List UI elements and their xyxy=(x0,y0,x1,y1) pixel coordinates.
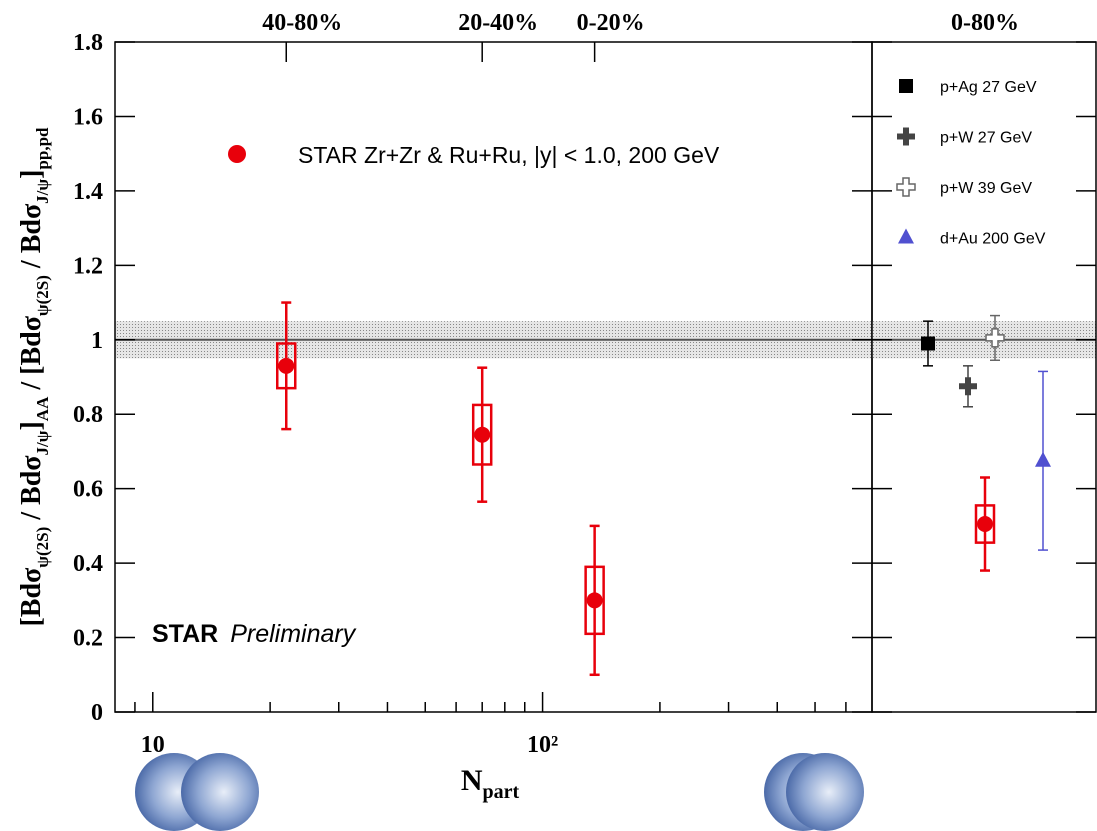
marker xyxy=(474,426,491,443)
y-label-part: / [Bdσ xyxy=(16,315,47,396)
y-label-part: ψ(2S) xyxy=(33,275,52,316)
y-tick-label: 1 xyxy=(91,328,103,354)
syst-box xyxy=(584,565,605,636)
top-label: 40-80% xyxy=(262,10,342,36)
marker xyxy=(959,377,977,396)
y-label-part: ψ(2S) xyxy=(33,527,52,568)
x-tick-label: 10 xyxy=(141,732,165,758)
legend-marker xyxy=(896,177,916,197)
y-label-part: AA xyxy=(33,396,52,421)
frame xyxy=(871,41,1097,713)
y-label-part: J/ψ xyxy=(33,179,52,204)
nuclei xyxy=(135,753,864,831)
y-tick-label: 0 xyxy=(91,700,103,726)
marker xyxy=(278,357,295,374)
annotation-italic: Preliminary xyxy=(230,620,357,648)
marker xyxy=(1035,451,1051,467)
y-axis-label: [Bdσψ(2S) / BdσJ/ψ]AA / [Bdσψ(2S) / BdσJ… xyxy=(16,127,52,627)
legend-label: p+W 39 GeV xyxy=(940,180,1032,197)
legend-label: p+W 27 GeV xyxy=(940,130,1032,147)
y-tick-label: 0.8 xyxy=(73,402,103,428)
y-label-part: / Bdσ xyxy=(16,455,47,527)
top-label: 20-40% xyxy=(458,10,538,36)
legend-label: d+Au 200 GeV xyxy=(940,231,1046,248)
syst-box xyxy=(471,403,493,466)
marker xyxy=(985,328,1005,348)
x-tick-label: 10² xyxy=(527,732,558,758)
y-tick-label: 0.4 xyxy=(73,551,103,577)
y-tick-label: 1.8 xyxy=(73,30,103,56)
legend-marker xyxy=(899,79,913,93)
annotation: STAR Preliminary xyxy=(152,620,357,648)
syst-box xyxy=(974,504,996,544)
legend-label: p+Ag 27 GeV xyxy=(940,79,1037,96)
legend-marker xyxy=(897,127,915,146)
y-label-part: J/ψ xyxy=(33,430,52,455)
y-tick-label: 1.4 xyxy=(73,179,103,205)
y-label-part: / Bdσ xyxy=(16,203,47,275)
y-label-part: [Bdσ xyxy=(16,567,47,627)
y-label-part: ] xyxy=(16,170,47,179)
y-label-part: pp,pd xyxy=(33,127,52,170)
legend-marker xyxy=(898,228,914,244)
legend-label: STAR Zr+Zr & Ru+Ru, |y| < 1.0, 200 GeV xyxy=(298,142,720,168)
syst-box xyxy=(276,342,297,390)
x-label-part: part xyxy=(483,781,520,803)
panel-title: 0-80% xyxy=(951,10,1019,36)
top-label: 0-20% xyxy=(577,10,645,36)
x-label-part: N xyxy=(461,764,483,797)
x-axis-label: Npart xyxy=(461,764,520,803)
marker xyxy=(977,516,993,533)
y-tick-label: 0.6 xyxy=(73,477,103,503)
y-label-part: ] xyxy=(16,421,47,430)
marker xyxy=(586,592,603,609)
y-tick-label: 1.2 xyxy=(73,253,103,279)
marker xyxy=(921,336,935,351)
annotation-bold: STAR xyxy=(152,620,218,648)
y-tick-label: 1.6 xyxy=(73,104,103,130)
legend-marker xyxy=(228,145,246,163)
y-tick-label: 0.2 xyxy=(73,626,103,652)
